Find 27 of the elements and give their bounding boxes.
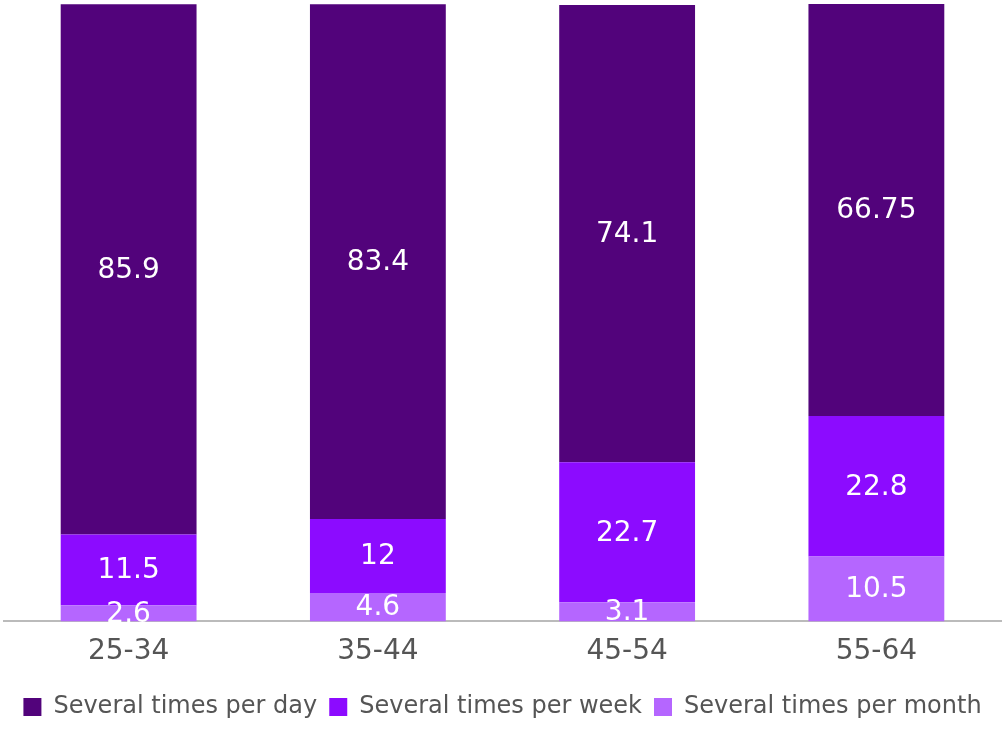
x-tick-label: 35-44 xyxy=(337,633,419,667)
bar xyxy=(309,593,446,622)
bar xyxy=(309,518,446,594)
data-label: 74.1 xyxy=(595,215,659,249)
data-label: 3.1 xyxy=(604,594,650,628)
legend-label: Several times per day xyxy=(53,691,318,720)
data-label: 22.8 xyxy=(845,468,908,502)
x-tick-label: 55-64 xyxy=(835,633,918,667)
data-label: 10.5 xyxy=(845,571,908,605)
bar xyxy=(60,4,197,535)
data-label: 66.75 xyxy=(836,192,917,226)
x-tick-label: 45-54 xyxy=(586,633,668,667)
data-label: 83.4 xyxy=(346,243,410,277)
bar xyxy=(309,4,446,519)
legend-label: Several times per month xyxy=(684,691,982,720)
bar xyxy=(808,556,945,622)
bar xyxy=(559,4,696,463)
legend-label: Several times per week xyxy=(359,691,643,720)
data-label: 12 xyxy=(360,538,396,572)
data-label: 11.5 xyxy=(97,552,160,586)
data-label: 2.6 xyxy=(106,595,151,629)
x-tick-label: 25-34 xyxy=(87,633,170,667)
data-label: 4.6 xyxy=(355,589,401,623)
data-label: 22.7 xyxy=(595,514,659,548)
data-label: 85.9 xyxy=(97,251,160,285)
bar xyxy=(808,4,945,416)
bar xyxy=(808,415,945,557)
